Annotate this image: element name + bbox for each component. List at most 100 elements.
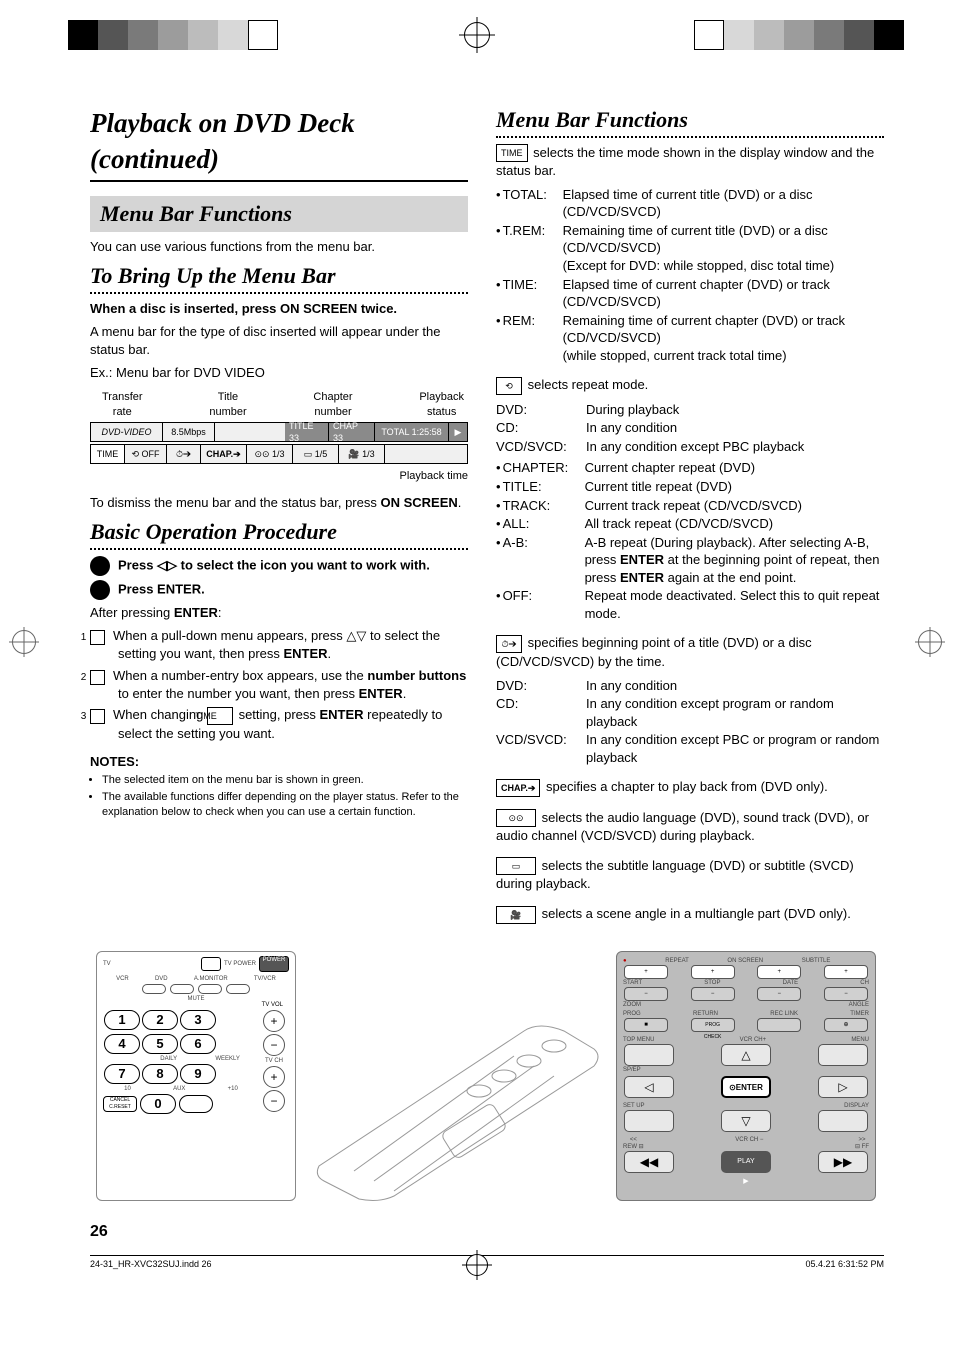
cell-chap33: CHAP 33 [329,423,375,441]
btn-small-4 [226,984,250,994]
lbl-power: POWER [259,956,289,972]
sub-step-1-text: When a pull-down menu appears, press △▽ … [113,628,440,661]
time-box-icon: TIME [207,707,233,725]
lbl-tvch: TV CH [265,1058,283,1064]
btn-display [818,1110,868,1132]
rs-v0: Current chapter repeat (DVD) [585,459,884,477]
swatch [98,20,128,50]
num-9: 9 [180,1064,216,1084]
note-1: The selected item on the menu bar is sho… [102,773,468,788]
btn-ff: ▶▶ [818,1151,868,1173]
time-k2: TIME: [503,276,563,311]
basic-operation-heading: Basic Operation Procedure [90,517,468,550]
cell-subtitle: ▭ 1/5 [293,445,339,463]
swatch [754,20,784,50]
box-3-icon: 3 [90,709,105,724]
time-section: TIME selects the time mode shown in the … [496,144,884,180]
r-row-1: + + + + [623,964,869,980]
diagram-row2: TIME ⟲ OFF ⏱➔ CHAP.➔ ⊙⊙ 1/3 ▭ 1/5 🎥 1/3 [90,444,468,464]
step-2-text: Press ENTER. [118,581,205,596]
repeat-list: DVD:During playback CD:In any condition … [496,401,884,456]
num-row-4: CANCEL C.RESET 0 [103,1092,259,1116]
swatch [248,20,278,50]
num-4: 4 [104,1034,140,1054]
registration-mark-bottom [466,1254,488,1276]
chap-icon: CHAP.➔ [496,779,540,797]
cell-angle: 🎥 1/3 [339,445,385,463]
swatch [814,20,844,50]
cl-v0: In any condition [586,677,884,695]
time-v2: Elapsed time of current chapter (DVD) or… [563,276,884,311]
lbl-playback-status: Playback status [419,390,464,420]
r-row-3: ■ PROGCHECK ⊕ [623,1017,869,1033]
box-1-icon: 1 [90,630,105,645]
chap-intro: specifies a chapter to play back from (D… [542,779,827,794]
swatch [218,20,248,50]
swatch [694,20,724,50]
dismiss-text: To dismiss the menu bar and the status b… [90,494,468,512]
swatch [874,20,904,50]
lbl-tv: TV [103,961,111,967]
r-row-nav-mid: ◁ ⊙ENTER ▷ [623,1075,869,1099]
time-v0: Elapsed time of current title (DVD) or a… [563,186,884,221]
swatch [128,20,158,50]
remote-right-panel: ●REPEATON SCREENSUBTITLE + + + + STARTST… [616,951,876,1201]
cell-total: TOTAL 1:25:58 [375,423,449,441]
step-1-b: to select the icon you want to work with… [177,557,430,572]
time-icon: TIME [496,144,528,162]
audio-intro: selects the audio language (DVD), sound … [496,810,869,844]
btn-vol-up: + [263,1010,285,1032]
repeat-section: ⟲ selects repeat mode. [496,376,884,395]
cell-chap: CHAP.➔ [201,445,247,463]
step-2-icon: 2 [90,580,110,600]
num-row-2: 456 [103,1032,259,1056]
bring-up-body: A menu bar for the type of disc inserted… [90,323,468,358]
top-printer-marks [0,0,954,70]
cl-k1: CD: [496,695,586,730]
lbl-transfer-rate: Transfer rate [102,390,143,420]
grey-swatch-row-left [68,20,278,50]
rs-k5: OFF: [503,587,585,622]
btn-prog: ■ [624,1018,668,1032]
cl-k2: VCD/SVCD: [496,731,586,766]
cell-mbps: 8.5Mbps [163,423,215,441]
num-0: 0 [140,1094,176,1114]
dismiss-a: To dismiss the menu bar and the status b… [90,495,380,510]
swatch [188,20,218,50]
menu-bar-functions-heading: Menu Bar Functions [90,196,468,232]
rep-v1: In any condition [586,419,884,437]
remote-perspective-icon [304,1001,604,1201]
num-7: 7 [104,1064,140,1084]
btn-blank [179,1095,213,1113]
time-intro: selects the time mode shown in the displ… [496,145,874,179]
btn-timer: ⊕ [824,1018,868,1032]
rs-k1: TITLE: [503,478,585,496]
subtitle-intro: selects the subtitle language (DVD) or s… [496,858,854,892]
menu-bar-intro: You can use various functions from the m… [90,238,468,256]
rep-k2: VCD/SVCD: [496,438,586,456]
time-k1: T.REM: [503,222,563,275]
rep-v2: In any condition except PBC playback [586,438,884,456]
step-1: 1Press ◁▷ to select the icon you want to… [90,556,468,576]
btn-menu [818,1044,868,1066]
time-list: TOTAL:Elapsed time of current title (DVD… [496,186,884,364]
diagram-row1: DVD-VIDEO 8.5Mbps TITLE 33 CHAP 33 TOTAL… [90,422,468,442]
angle-icon: 🎥 [496,906,536,924]
cl-k0: DVD: [496,677,586,695]
subtitle-icon: ▭ [496,857,536,875]
grey-swatch-row-right [694,20,904,50]
audio-icon: ⊙⊙ [496,809,536,827]
r-row-labels-7: <<REW ⊟VCR CH −>>⊟ FF [623,1137,869,1150]
registration-mark-left [12,630,36,654]
angle-section: 🎥 selects a scene angle in a multiangle … [496,905,884,924]
box-2-icon: 2 [90,670,105,685]
rs-v4: A-B repeat (During playback). After sele… [585,534,884,587]
btn-setup [624,1110,674,1132]
btn-cancel: CANCEL C.RESET [103,1096,137,1112]
right-heading: Menu Bar Functions [496,105,884,138]
btn-small-1 [142,984,166,994]
btn-subtitle: + [757,965,801,979]
remote-diagram: TV TV POWER POWER VCRDVDA.MONITORTV/VCR … [96,941,876,1201]
btn-ch: − [824,987,868,1001]
r-row-play: ◀◀ PLAY▶ ▶▶ [623,1150,869,1174]
